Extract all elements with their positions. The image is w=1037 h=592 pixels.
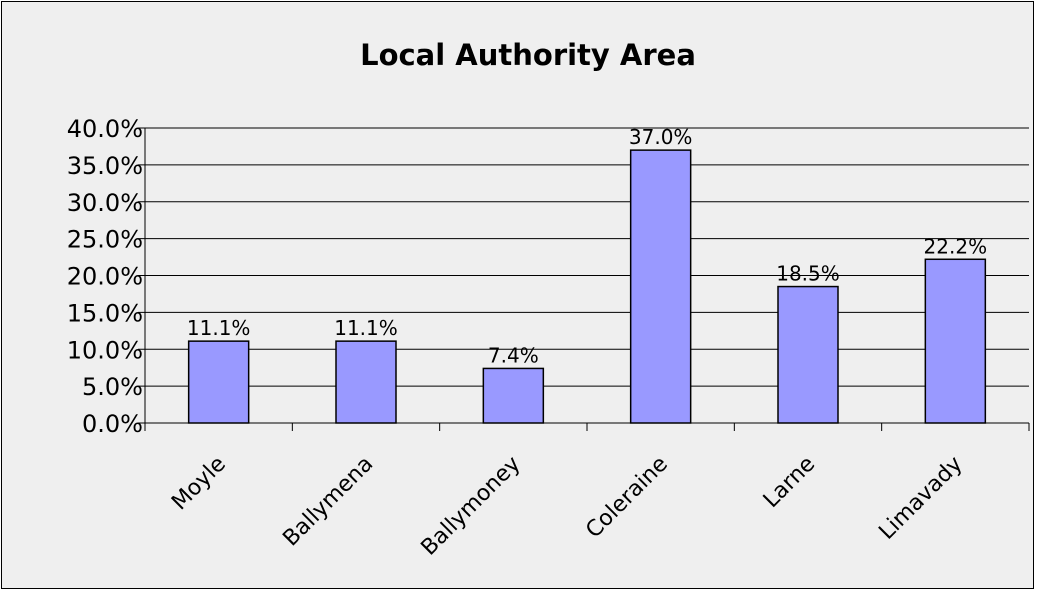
x-tick-label: Coleraine [581, 452, 673, 544]
x-tick-label: Ballymoney [417, 452, 526, 561]
axes [138, 127, 1030, 431]
y-tick-label: 20.0% [67, 263, 143, 291]
bar-moyle [187, 340, 250, 424]
chart-title: Local Authority Area [360, 38, 696, 72]
bar-coleraine [629, 149, 692, 424]
data-labels: 11.1% 11.1% 7.4% 37.0% 18.5% 22.2% [187, 125, 987, 367]
y-tick-label: 5.0% [82, 373, 143, 401]
data-label: 18.5% [776, 262, 840, 286]
y-tick-label: 30.0% [67, 189, 143, 217]
data-label: 7.4% [488, 343, 539, 367]
y-tick-label: 40.0% [67, 115, 143, 143]
bar-larne [777, 285, 839, 424]
y-tick-label: 0.0% [82, 410, 143, 438]
x-tick-label: Ballymena [278, 452, 378, 552]
y-tick-label: 10.0% [67, 336, 143, 364]
data-label: 11.1% [334, 316, 398, 340]
x-tick-label: Larne [759, 452, 820, 513]
data-label: 11.1% [187, 316, 251, 340]
x-tick-label: Limavady [874, 452, 967, 545]
bar-ballymena [335, 340, 397, 424]
y-tick-label: 15.0% [67, 299, 143, 327]
y-tick-label: 25.0% [67, 226, 143, 254]
y-tick-label: 35.0% [67, 152, 143, 180]
gridlines [145, 127, 1029, 387]
data-label: 37.0% [629, 125, 693, 149]
bar-ballymoney [482, 367, 545, 424]
data-label: 22.2% [924, 234, 988, 258]
bars [187, 149, 987, 424]
x-tick-label: Moyle [167, 452, 231, 516]
bar-limavady [924, 258, 987, 424]
